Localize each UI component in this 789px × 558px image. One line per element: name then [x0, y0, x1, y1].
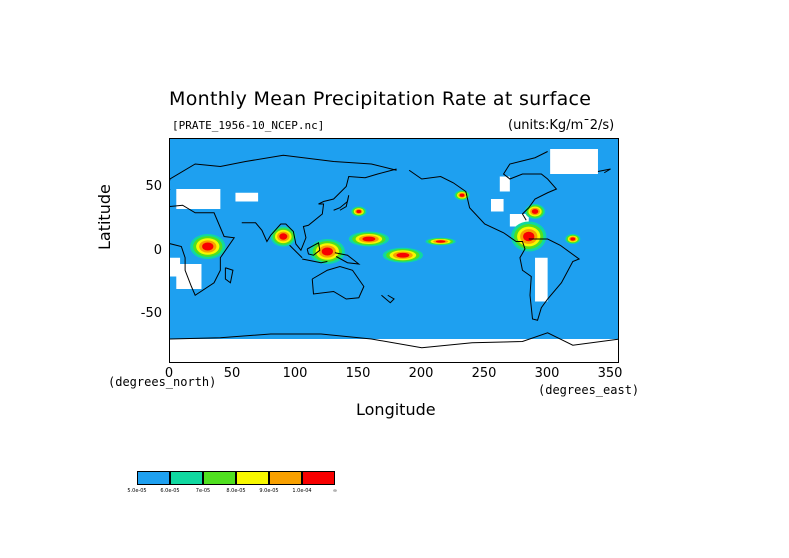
coastline-americas-west	[408, 169, 581, 321]
file-label: [PRATE_1956-10_NCEP.nc]	[172, 119, 325, 132]
precipitation-map	[170, 149, 618, 362]
coastline-new-guinea	[334, 252, 361, 265]
legend-label-4: 9.0e-05	[259, 488, 279, 494]
coastline-madagascar	[224, 267, 234, 284]
precip-region-2-level-4	[321, 247, 333, 256]
x-axis-label: Longitude	[356, 400, 436, 419]
legend-swatch-2	[203, 471, 236, 485]
precip-region-3-level-4	[362, 236, 376, 242]
plot-title: Monthly Mean Precipitation Rate at surfa…	[169, 88, 592, 110]
legend-label-3: 8.0e-05	[226, 488, 246, 494]
precip-region-1-level-4	[279, 233, 288, 240]
precip-region-9-level-4	[570, 237, 576, 241]
y-units-label: (degrees_north)	[108, 375, 217, 389]
coastline-asia-south	[241, 168, 397, 252]
precip-region-8-level-4	[435, 240, 446, 243]
xtick-250: 250	[471, 366, 497, 381]
land-missing-7	[499, 176, 510, 192]
xtick-300: 300	[534, 366, 560, 381]
legend-label-end: ∞	[332, 488, 338, 494]
legend-label-2: 7e-05	[195, 488, 211, 494]
land-missing-3	[490, 199, 504, 212]
legend-swatch-4	[269, 471, 302, 485]
coastline-new-zealand	[381, 294, 395, 304]
precip-region-6-level-4	[531, 209, 539, 214]
land-missing-1	[176, 189, 221, 209]
legend-swatch-3	[236, 471, 269, 485]
y-axis-label: Latitude	[95, 184, 114, 250]
precip-region-4-level-4	[396, 252, 410, 258]
antarctica-missing-2	[245, 341, 296, 354]
legend-label-5: 1.0e-04	[292, 488, 312, 494]
legend-swatch-0	[137, 471, 170, 485]
coastline-indonesia	[302, 258, 328, 264]
map-plot-area	[169, 138, 619, 363]
coastline-north-america-east	[502, 151, 558, 221]
legend-swatch-5	[302, 471, 335, 485]
land-missing-2	[235, 192, 259, 202]
antarctica-missing-4	[497, 345, 586, 358]
xtick-0: 0	[164, 366, 174, 381]
xtick-50: 50	[223, 366, 241, 381]
x-units-label: (degrees_east)	[538, 383, 640, 397]
coastline-borneo	[306, 241, 321, 256]
precip-region-0-level-4	[202, 242, 214, 251]
ytick-minus50: -50	[140, 306, 162, 321]
legend-label-0: 5.0e-05	[127, 488, 147, 494]
xtick-200: 200	[408, 366, 434, 381]
xtick-150: 150	[345, 366, 371, 381]
coastline-japan	[333, 195, 350, 211]
xtick-100: 100	[282, 366, 308, 381]
legend-label-1: 6.0e-05	[160, 488, 180, 494]
land-missing-0	[550, 149, 598, 174]
land-missing-6	[176, 264, 202, 289]
land-missing-africa-sw	[170, 257, 181, 277]
coastline-iceland	[597, 168, 611, 174]
ytick-50: 50	[145, 179, 162, 194]
precip-region-5-level-4	[523, 231, 535, 242]
coastline-australia	[311, 265, 365, 300]
land-missing-5	[535, 257, 548, 302]
antarctica-missing-3	[358, 344, 422, 358]
precip-region-10-level-4	[356, 209, 362, 214]
precip-region-7-level-4	[459, 193, 465, 197]
coastline-africa	[170, 189, 236, 296]
coastline-sumatra	[289, 244, 303, 259]
xtick-350: 350	[597, 366, 623, 381]
legend-swatch-1	[170, 471, 203, 485]
antarctica-missing-1	[201, 346, 246, 362]
coastline-eurasia-north	[170, 154, 397, 182]
ytick-0: 0	[153, 243, 162, 258]
units-label: (units:Kg/m¯2/s)	[508, 118, 615, 133]
coastline-antarctica	[170, 332, 618, 349]
